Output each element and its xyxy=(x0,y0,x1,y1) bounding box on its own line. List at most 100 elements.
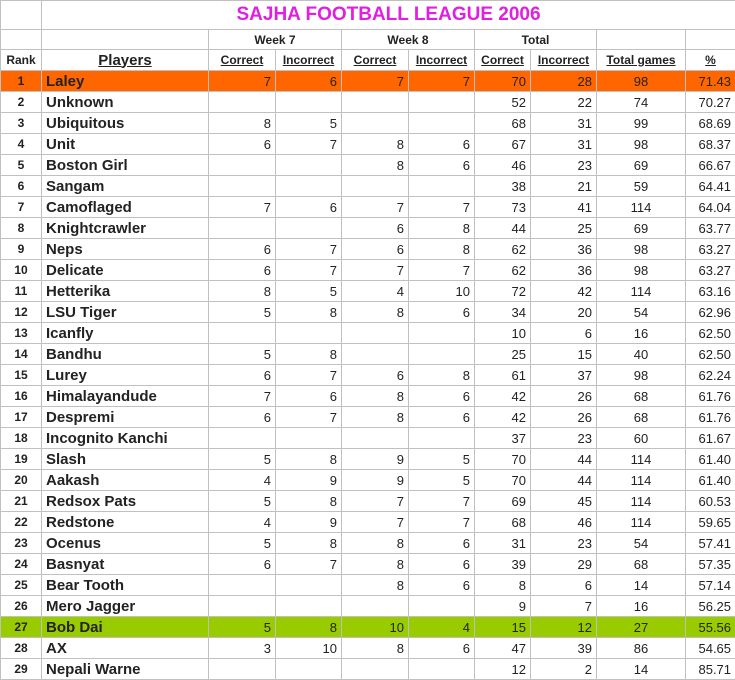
total-correct-cell[interactable]: 72 xyxy=(475,281,531,302)
week8-correct-cell[interactable]: 8 xyxy=(342,302,409,323)
rank-cell[interactable]: 8 xyxy=(1,218,42,239)
percent-cell[interactable]: 59.65 xyxy=(686,512,735,533)
week7-incorrect-cell[interactable] xyxy=(276,176,342,197)
player-name-cell[interactable]: Sangam xyxy=(42,176,209,197)
percent-cell[interactable]: 63.27 xyxy=(686,239,735,260)
rank-cell[interactable]: 26 xyxy=(1,596,42,617)
total-incorrect-cell[interactable]: 37 xyxy=(531,365,597,386)
player-name-cell[interactable]: Bear Tooth xyxy=(42,575,209,596)
week8-correct-cell[interactable]: 8 xyxy=(342,386,409,407)
total-games-cell[interactable]: 98 xyxy=(597,71,686,92)
total-incorrect-cell[interactable]: 2 xyxy=(531,659,597,680)
player-name-cell[interactable]: Lurey xyxy=(42,365,209,386)
empty-cell[interactable] xyxy=(1,30,42,50)
week7-incorrect-cell[interactable] xyxy=(276,659,342,680)
week8-incorrect-cell[interactable] xyxy=(409,596,475,617)
week7-incorrect-cell[interactable]: 5 xyxy=(276,281,342,302)
week8-incorrect-cell[interactable]: 6 xyxy=(409,407,475,428)
total-incorrect-cell[interactable]: 21 xyxy=(531,176,597,197)
week7-incorrect-cell[interactable]: 6 xyxy=(276,71,342,92)
week7-correct-cell[interactable]: 4 xyxy=(209,512,276,533)
rank-cell[interactable]: 19 xyxy=(1,449,42,470)
week8-correct-cell[interactable]: 6 xyxy=(342,365,409,386)
percent-cell[interactable]: 71.43 xyxy=(686,71,735,92)
week8-incorrect-cell[interactable] xyxy=(409,176,475,197)
total-incorrect-cell[interactable]: 45 xyxy=(531,491,597,512)
week7-incorrect-cell[interactable] xyxy=(276,92,342,113)
week8-incorrect-cell[interactable]: 7 xyxy=(409,260,475,281)
rank-cell[interactable]: 1 xyxy=(1,71,42,92)
percent-cell[interactable]: 57.14 xyxy=(686,575,735,596)
week7-incorrect-cell[interactable] xyxy=(276,323,342,344)
week8-correct-cell[interactable]: 8 xyxy=(342,554,409,575)
week7-correct-cell[interactable] xyxy=(209,155,276,176)
percent-cell[interactable]: 56.25 xyxy=(686,596,735,617)
week7-incorrect-cell[interactable]: 8 xyxy=(276,533,342,554)
empty-cell[interactable] xyxy=(686,30,735,50)
rank-cell[interactable]: 28 xyxy=(1,638,42,659)
week7-correct-cell[interactable]: 5 xyxy=(209,617,276,638)
week7-correct-cell[interactable]: 5 xyxy=(209,533,276,554)
player-name-cell[interactable]: Nepali Warne xyxy=(42,659,209,680)
week7-correct-cell[interactable]: 7 xyxy=(209,197,276,218)
player-name-cell[interactable]: Bob Dai xyxy=(42,617,209,638)
total-incorrect-cell[interactable]: 7 xyxy=(531,596,597,617)
total-correct-cell[interactable]: 69 xyxy=(475,491,531,512)
week7-correct-cell[interactable]: 5 xyxy=(209,302,276,323)
rank-cell[interactable]: 14 xyxy=(1,344,42,365)
week8-incorrect-cell[interactable] xyxy=(409,428,475,449)
player-name-cell[interactable]: Unit xyxy=(42,134,209,155)
week8-incorrect-cell[interactable]: 8 xyxy=(409,239,475,260)
week8-incorrect-cell[interactable]: 6 xyxy=(409,134,475,155)
rank-cell[interactable]: 4 xyxy=(1,134,42,155)
player-name-cell[interactable]: Ocenus xyxy=(42,533,209,554)
week8-correct-cell[interactable]: 7 xyxy=(342,197,409,218)
total-incorrect-cell[interactable]: 12 xyxy=(531,617,597,638)
rank-cell[interactable]: 5 xyxy=(1,155,42,176)
total-incorrect-cell[interactable]: 44 xyxy=(531,470,597,491)
week7-correct-cell[interactable]: 4 xyxy=(209,470,276,491)
week7-correct-cell[interactable] xyxy=(209,323,276,344)
total-correct-cell[interactable]: 52 xyxy=(475,92,531,113)
week7-incorrect-cell[interactable]: 7 xyxy=(276,134,342,155)
week8-correct-cell[interactable]: 4 xyxy=(342,281,409,302)
total-correct-cell[interactable]: 42 xyxy=(475,407,531,428)
total-incorrect-cell[interactable]: 15 xyxy=(531,344,597,365)
total-games-cell[interactable]: 114 xyxy=(597,281,686,302)
total-correct-cell[interactable]: 8 xyxy=(475,575,531,596)
week7-correct-cell[interactable] xyxy=(209,176,276,197)
total-incorrect-cell[interactable]: 36 xyxy=(531,260,597,281)
total-incorrect-cell[interactable]: 41 xyxy=(531,197,597,218)
player-name-cell[interactable]: Basnyat xyxy=(42,554,209,575)
week7-incorrect-cell[interactable]: 8 xyxy=(276,302,342,323)
total-games-cell[interactable]: 16 xyxy=(597,596,686,617)
week8-correct-cell[interactable]: 10 xyxy=(342,617,409,638)
total-correct-cell[interactable]: 73 xyxy=(475,197,531,218)
percent-cell[interactable]: 63.16 xyxy=(686,281,735,302)
total-correct-cell[interactable]: 68 xyxy=(475,113,531,134)
week7-incorrect-cell[interactable]: 9 xyxy=(276,512,342,533)
player-name-cell[interactable]: Camoflaged xyxy=(42,197,209,218)
week8-correct-cell[interactable] xyxy=(342,344,409,365)
player-name-cell[interactable]: Icanfly xyxy=(42,323,209,344)
total-correct-cell[interactable]: 12 xyxy=(475,659,531,680)
total-games-cell[interactable]: 86 xyxy=(597,638,686,659)
empty-cell[interactable] xyxy=(1,1,42,30)
week7-correct-cell[interactable]: 5 xyxy=(209,344,276,365)
total-games-cell[interactable]: 59 xyxy=(597,176,686,197)
percent-cell[interactable]: 63.77 xyxy=(686,218,735,239)
week8-correct-cell[interactable]: 7 xyxy=(342,71,409,92)
total-correct-cell[interactable]: 68 xyxy=(475,512,531,533)
player-name-cell[interactable]: LSU Tiger xyxy=(42,302,209,323)
week8-correct-cell[interactable]: 7 xyxy=(342,260,409,281)
total-incorrect-cell[interactable]: 25 xyxy=(531,218,597,239)
player-name-cell[interactable]: Laley xyxy=(42,71,209,92)
week7-correct-cell[interactable]: 6 xyxy=(209,407,276,428)
total-games-cell[interactable]: 40 xyxy=(597,344,686,365)
week8-correct-cell[interactable]: 9 xyxy=(342,449,409,470)
week8-correct-cell[interactable] xyxy=(342,323,409,344)
header-total-incorrect[interactable]: Incorrect xyxy=(531,50,597,71)
week8-correct-cell[interactable]: 8 xyxy=(342,638,409,659)
empty-cell[interactable] xyxy=(42,30,209,50)
total-games-cell[interactable]: 54 xyxy=(597,302,686,323)
